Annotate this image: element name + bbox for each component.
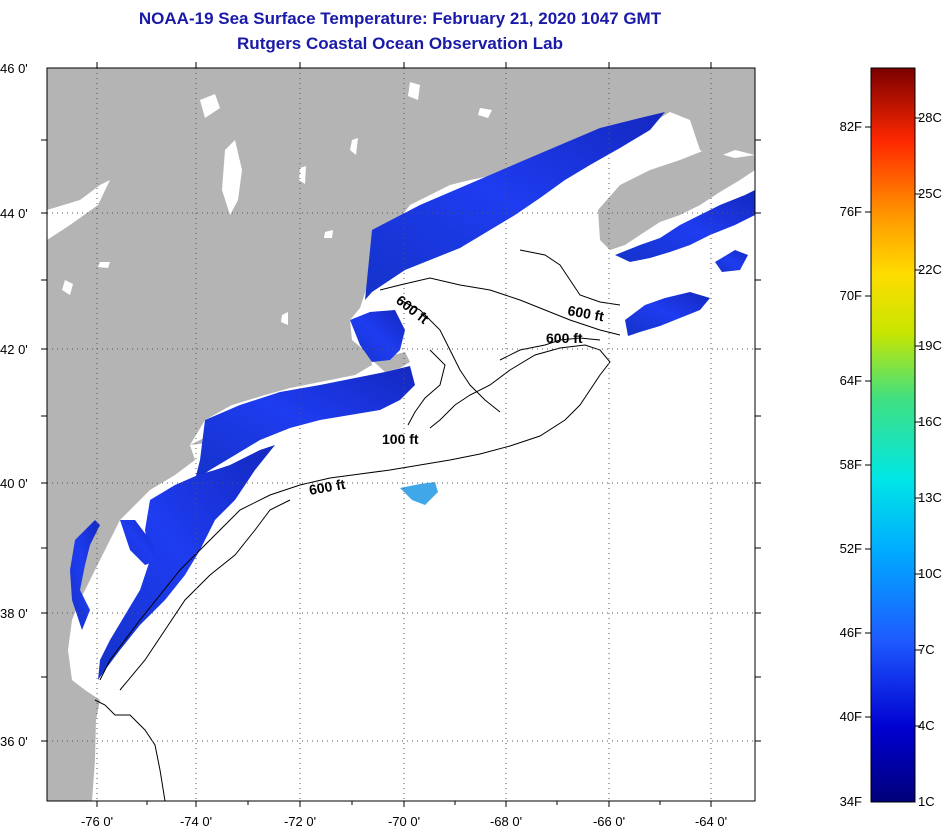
lon-label: -68 0' <box>490 814 522 829</box>
contour-label: 600 ft <box>566 302 605 324</box>
colorbar-c-label: 22C <box>918 262 942 277</box>
lat-label: 40 0' <box>0 476 28 491</box>
sst-offshore-patch <box>625 292 710 336</box>
sst-gulf-maine <box>350 310 405 362</box>
colorbar-gradient <box>870 67 916 803</box>
lat-label: 42 0' <box>0 342 28 357</box>
sst-coastal-band <box>365 112 665 300</box>
lat-label: 36 0' <box>0 734 28 749</box>
lon-label: -74 0' <box>180 814 212 829</box>
lon-label: -66 0' <box>593 814 625 829</box>
contour-label: 100 ft <box>382 431 419 447</box>
colorbar: 82F 76F 70F 64F 58F 52F 46F 40F 34F 28C … <box>840 67 942 809</box>
land-mainland <box>47 68 755 801</box>
colorbar-c-label: 1C <box>918 794 935 809</box>
lat-label: 38 0' <box>0 606 28 621</box>
colorbar-f-label: 46F <box>840 625 862 640</box>
sst-nova-scotia-shelf <box>615 190 755 262</box>
land-cape-cod <box>372 352 410 372</box>
colorbar-f-label: 34F <box>840 794 862 809</box>
colorbar-c-label: 19C <box>918 338 942 353</box>
sst-chesapeake <box>70 520 100 630</box>
sst-southern-new-england <box>195 366 415 480</box>
colorbar-f-label: 52F <box>840 541 862 556</box>
colorbar-f-label: 70F <box>840 288 862 303</box>
frame-ticks <box>41 62 761 807</box>
chart-title: NOAA-19 Sea Surface Temperature: Februar… <box>138 9 662 28</box>
sst-cyan-patch <box>400 482 438 505</box>
lakes <box>47 82 492 325</box>
colorbar-c-label: 13C <box>918 490 942 505</box>
land-nova-scotia <box>598 150 755 250</box>
lon-label: -72 0' <box>284 814 316 829</box>
lon-label: -76 0' <box>81 814 113 829</box>
colorbar-c-label: 10C <box>918 566 942 581</box>
map-frame <box>46 67 756 802</box>
colorbar-f-label: 58F <box>840 457 862 472</box>
sst-delaware-bay <box>120 520 158 565</box>
lon-label: -70 0' <box>388 814 420 829</box>
colorbar-c-label: 4C <box>918 718 935 733</box>
chart-subtitle: Rutgers Coastal Ocean Observation Lab <box>237 34 563 53</box>
colorbar-c-label: 25C <box>918 186 942 201</box>
lat-label: 44 0' <box>0 206 28 221</box>
colorbar-ticks <box>865 117 921 727</box>
colorbar-f-label: 40F <box>840 709 862 724</box>
contour-label: 600 ft <box>546 330 583 346</box>
colorbar-f-label: 82F <box>840 119 862 134</box>
lon-label: -64 0' <box>695 814 727 829</box>
contour-label: 600 ft <box>308 476 347 498</box>
depth-contours <box>94 249 621 801</box>
colorbar-c-label: 28C <box>918 110 942 125</box>
lat-label: 46 0' <box>0 61 28 76</box>
colorbar-c-label: 7C <box>918 642 935 657</box>
graticule <box>47 68 755 801</box>
colorbar-f-label: 76F <box>840 204 862 219</box>
colorbar-f-label: 64F <box>840 373 862 388</box>
sst-mid-atlantic-bight <box>98 445 275 680</box>
sst-scotian-east <box>715 250 748 272</box>
colorbar-c-label: 16C <box>918 414 942 429</box>
